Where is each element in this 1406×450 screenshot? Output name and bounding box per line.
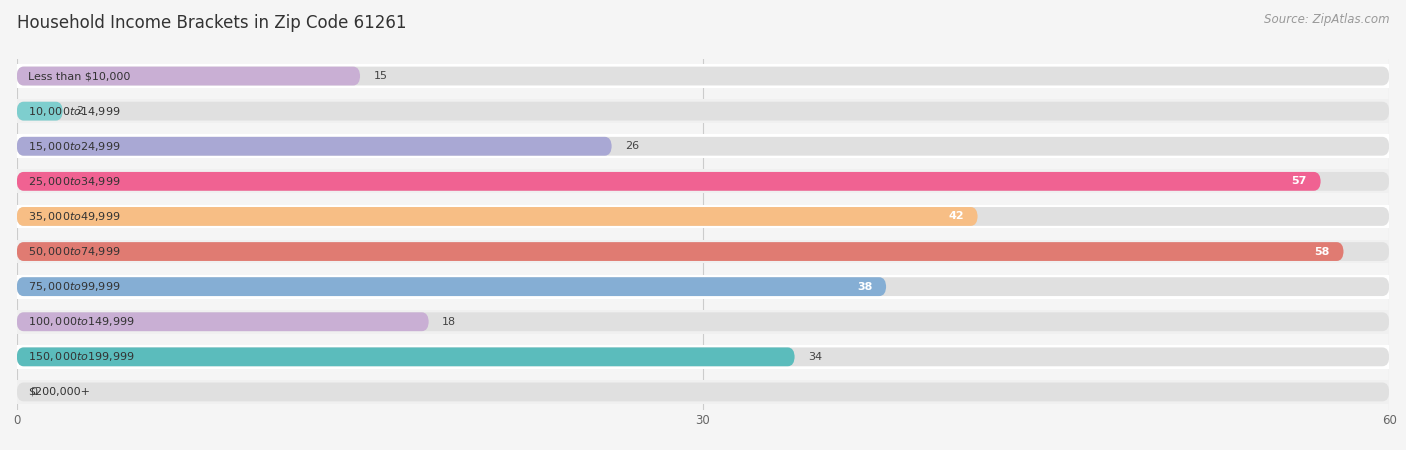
FancyBboxPatch shape <box>17 277 886 296</box>
Text: Source: ZipAtlas.com: Source: ZipAtlas.com <box>1264 14 1389 27</box>
Text: 18: 18 <box>443 317 457 327</box>
Text: $10,000 to $14,999: $10,000 to $14,999 <box>28 105 121 117</box>
Text: $35,000 to $49,999: $35,000 to $49,999 <box>28 210 121 223</box>
Bar <box>17 345 1389 369</box>
FancyBboxPatch shape <box>17 207 1389 226</box>
FancyBboxPatch shape <box>17 137 612 156</box>
Text: 38: 38 <box>856 282 872 292</box>
Text: $200,000+: $200,000+ <box>28 387 90 397</box>
Text: 42: 42 <box>948 212 963 221</box>
Text: 34: 34 <box>808 352 823 362</box>
FancyBboxPatch shape <box>17 347 794 366</box>
FancyBboxPatch shape <box>17 207 977 226</box>
FancyBboxPatch shape <box>17 67 1389 86</box>
Text: $100,000 to $149,999: $100,000 to $149,999 <box>28 315 135 328</box>
Text: 2: 2 <box>76 106 83 116</box>
FancyBboxPatch shape <box>17 102 1389 121</box>
FancyBboxPatch shape <box>17 242 1344 261</box>
FancyBboxPatch shape <box>17 312 429 331</box>
FancyBboxPatch shape <box>17 67 360 86</box>
FancyBboxPatch shape <box>17 347 1389 366</box>
Bar <box>17 99 1389 123</box>
Text: Household Income Brackets in Zip Code 61261: Household Income Brackets in Zip Code 61… <box>17 14 406 32</box>
FancyBboxPatch shape <box>17 172 1389 191</box>
FancyBboxPatch shape <box>17 277 1389 296</box>
Text: 0: 0 <box>31 387 38 397</box>
FancyBboxPatch shape <box>17 382 1389 401</box>
Bar <box>17 239 1389 264</box>
FancyBboxPatch shape <box>17 312 1389 331</box>
Bar <box>17 169 1389 194</box>
FancyBboxPatch shape <box>17 102 63 121</box>
Bar <box>17 64 1389 88</box>
Bar <box>17 274 1389 299</box>
Bar <box>17 204 1389 229</box>
Text: 15: 15 <box>374 71 388 81</box>
Text: 26: 26 <box>626 141 640 151</box>
Text: 57: 57 <box>1292 176 1306 186</box>
Text: 58: 58 <box>1315 247 1330 256</box>
FancyBboxPatch shape <box>17 172 1320 191</box>
Text: $50,000 to $74,999: $50,000 to $74,999 <box>28 245 121 258</box>
FancyBboxPatch shape <box>17 242 1389 261</box>
Text: $15,000 to $24,999: $15,000 to $24,999 <box>28 140 121 153</box>
Text: $150,000 to $199,999: $150,000 to $199,999 <box>28 351 135 363</box>
Bar <box>17 380 1389 404</box>
FancyBboxPatch shape <box>17 137 1389 156</box>
Text: $75,000 to $99,999: $75,000 to $99,999 <box>28 280 121 293</box>
Text: $25,000 to $34,999: $25,000 to $34,999 <box>28 175 121 188</box>
Text: Less than $10,000: Less than $10,000 <box>28 71 131 81</box>
Bar <box>17 134 1389 158</box>
Bar <box>17 310 1389 334</box>
